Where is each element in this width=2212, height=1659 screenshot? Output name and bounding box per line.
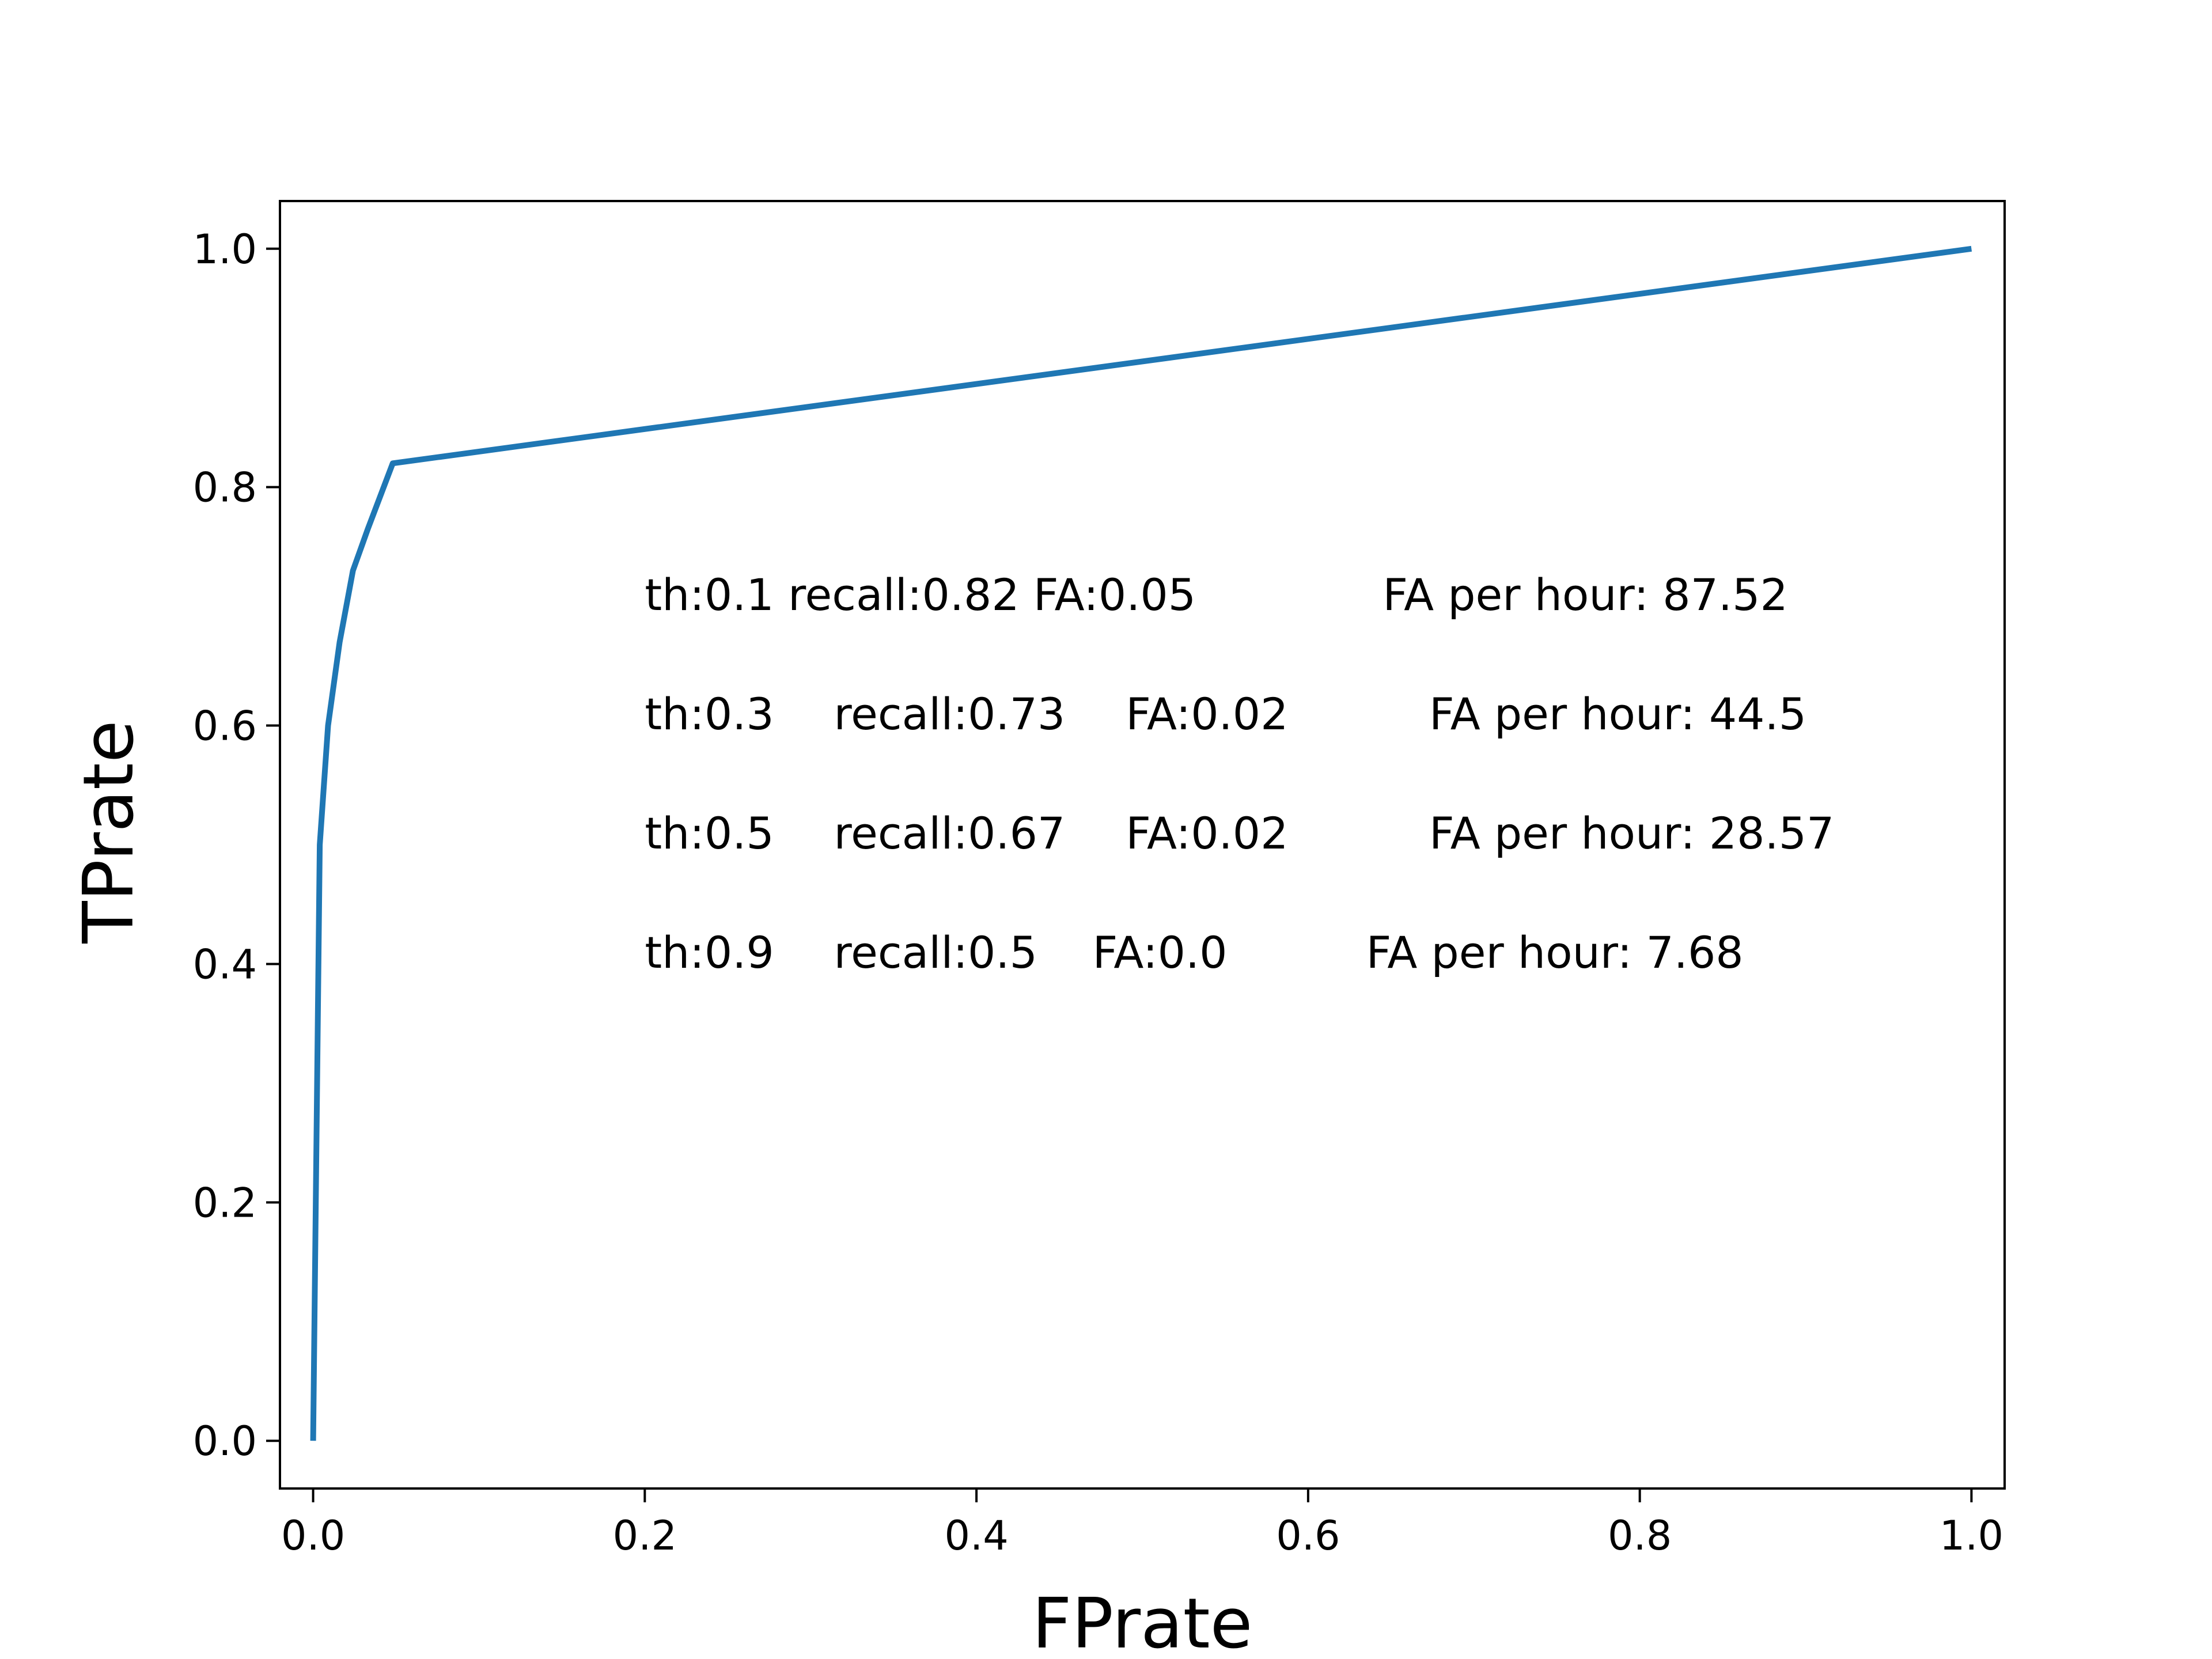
- annotation-0-part-1: FA per hour: 87.52: [1382, 569, 1787, 620]
- axes-frame: [279, 200, 2006, 1490]
- annotation-3-part-1: recall:0.5: [834, 927, 1037, 978]
- y-tick-label-3: 0.6: [193, 703, 257, 750]
- annotation-1-part-2: FA:0.02: [1126, 688, 1288, 740]
- annotation-2-part-1: recall:0.67: [834, 808, 1066, 859]
- annotation-2-part-2: FA:0.02: [1126, 808, 1288, 859]
- y-tick-label-2: 0.4: [193, 941, 257, 988]
- annotation-3-part-3: FA per hour: 7.68: [1366, 927, 1744, 978]
- annotation-1-part-0: th:0.3: [645, 688, 774, 740]
- y-tick-label-1: 0.2: [193, 1179, 257, 1226]
- y-tick-label-4: 0.8: [193, 464, 257, 512]
- annotation-1-part-3: FA per hour: 44.5: [1429, 688, 1806, 740]
- annotation-3-part-2: FA:0.0: [1093, 927, 1228, 978]
- series-line-0: [310, 245, 1972, 1441]
- annotation-1-part-1: recall:0.73: [834, 688, 1066, 740]
- x-tick-label-0: 0.0: [281, 1512, 345, 1559]
- plot-area: 0.0 0.2 0.4 0.6 0.8 1.0 0.0 0.2 0.4 0.6 0.8 1.0 th:0…: [193, 200, 2006, 1559]
- x-tick-label-2: 0.4: [944, 1512, 1008, 1559]
- y-tick-label-0: 0.0: [193, 1418, 257, 1465]
- y-axis-label: TPrate: [69, 720, 149, 944]
- annotation-2-part-0: th:0.5: [645, 808, 774, 859]
- x-tick-label-5: 1.0: [1940, 1512, 2003, 1559]
- annotation-3-part-0: th:0.9: [645, 927, 774, 978]
- x-tick-label-3: 0.6: [1276, 1512, 1340, 1559]
- x-axis-label: FPrate: [1032, 1584, 1252, 1659]
- x-tick-label-4: 0.8: [1608, 1512, 1672, 1559]
- x-tick-label-1: 0.2: [613, 1512, 677, 1559]
- annotation-2-part-3: FA per hour: 28.57: [1429, 808, 1834, 859]
- y-tick-label-5: 1.0: [193, 226, 257, 273]
- annotation-0-part-0: th:0.1 recall:0.82 FA:0.05: [645, 569, 1196, 620]
